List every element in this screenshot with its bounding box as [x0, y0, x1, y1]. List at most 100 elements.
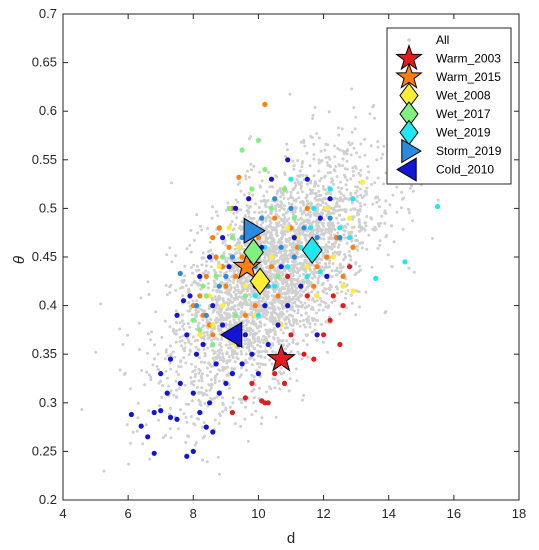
- all-point: [298, 281, 301, 285]
- all-point: [291, 328, 295, 332]
- x-tick-label: 16: [447, 506, 461, 521]
- all-point: [297, 304, 301, 308]
- all-point: [279, 223, 283, 227]
- all-point: [291, 305, 294, 309]
- all-point: [289, 298, 293, 301]
- all-point: [239, 314, 243, 318]
- all-point: [269, 316, 273, 320]
- all-point: [284, 249, 288, 253]
- all-point: [218, 368, 222, 372]
- point-storm-2019: [223, 273, 229, 279]
- all-point: [250, 389, 254, 393]
- all-point: [175, 321, 178, 325]
- all-point: [297, 196, 301, 200]
- all-point: [221, 352, 225, 356]
- all-point: [269, 387, 273, 391]
- all-point: [376, 176, 380, 180]
- all-point: [236, 183, 240, 186]
- all-point: [322, 237, 326, 241]
- point-cold-2010: [262, 303, 268, 309]
- all-point: [168, 325, 172, 329]
- all-point: [259, 199, 263, 203]
- all-point: [200, 376, 204, 380]
- all-point: [337, 243, 341, 247]
- all-point: [207, 250, 211, 254]
- all-point: [231, 324, 235, 327]
- all-point: [244, 405, 248, 409]
- all-point: [177, 373, 180, 376]
- all-point: [345, 178, 349, 182]
- all-point: [201, 251, 205, 255]
- point-cold-2010: [220, 322, 226, 328]
- point-cold-2010: [197, 409, 203, 416]
- all-point: [340, 290, 344, 294]
- all-point: [360, 228, 363, 232]
- all-point: [347, 250, 351, 254]
- all-point: [213, 396, 217, 400]
- all-point: [354, 289, 358, 293]
- all-point: [382, 144, 386, 148]
- all-point: [231, 396, 235, 400]
- all-point: [231, 356, 235, 359]
- all-point: [330, 177, 334, 181]
- all-point: [325, 248, 329, 252]
- point-wet-2017: [200, 283, 206, 289]
- all-point: [250, 344, 254, 348]
- all-point: [280, 339, 284, 343]
- point-storm-2019: [203, 312, 209, 318]
- all-point: [391, 193, 395, 197]
- all-point: [233, 286, 237, 290]
- all-point: [363, 137, 366, 141]
- all-point: [191, 335, 195, 339]
- all-point: [316, 290, 320, 294]
- all-point: [266, 270, 270, 274]
- all-point: [239, 366, 243, 370]
- all-point: [169, 389, 173, 393]
- all-point: [357, 212, 361, 216]
- all-point: [277, 342, 281, 346]
- all-point: [233, 264, 237, 268]
- all-point: [178, 335, 182, 339]
- all-point: [365, 192, 369, 196]
- all-point: [354, 185, 357, 189]
- all-point: [304, 196, 308, 200]
- all-point: [343, 236, 347, 240]
- all-point: [242, 247, 246, 251]
- all-point: [334, 165, 338, 168]
- all-point: [330, 300, 334, 304]
- all-point: [335, 273, 339, 277]
- all-point: [299, 184, 303, 188]
- all-point: [328, 246, 332, 250]
- point-cold-2010: [190, 390, 196, 396]
- point-warm-2015: [262, 101, 268, 107]
- all-point: [292, 283, 296, 287]
- all-point: [345, 188, 349, 192]
- all-point: [340, 208, 344, 212]
- all-point: [377, 224, 381, 228]
- all-point: [164, 284, 168, 287]
- all-point: [318, 194, 322, 197]
- all-point: [257, 386, 261, 390]
- all-point: [267, 215, 271, 219]
- all-point: [244, 174, 248, 178]
- all-point: [296, 174, 300, 178]
- all-point: [239, 228, 243, 232]
- all-point: [299, 209, 303, 213]
- all-point: [169, 406, 172, 410]
- point-wet-2019: [288, 176, 294, 182]
- all-point: [377, 198, 381, 202]
- all-point: [344, 255, 348, 259]
- all-point: [186, 290, 190, 294]
- all-point: [245, 368, 248, 372]
- all-point: [299, 255, 303, 259]
- all-point: [213, 378, 217, 382]
- all-point: [217, 312, 221, 316]
- all-point: [252, 358, 256, 362]
- all-point: [174, 340, 178, 344]
- all-point: [291, 338, 295, 341]
- all-point: [352, 146, 356, 150]
- all-point: [322, 245, 326, 249]
- all-point: [296, 311, 300, 315]
- all-point: [323, 196, 327, 200]
- all-point: [273, 250, 277, 254]
